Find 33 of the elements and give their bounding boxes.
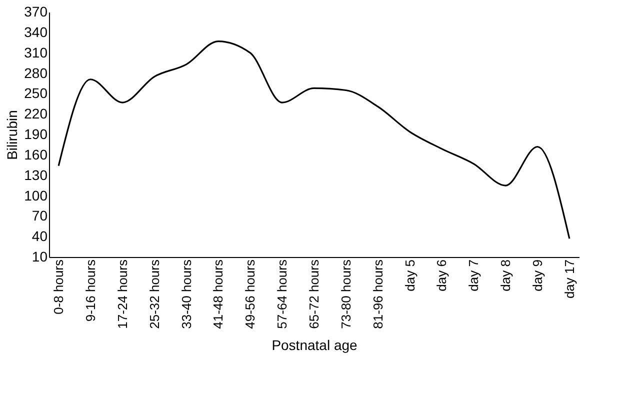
x-tick-label: 57-64 hours	[274, 259, 290, 329]
y-tick-label: 70	[32, 208, 48, 224]
line-series	[58, 40, 570, 240]
y-tick-label: 130	[24, 166, 48, 183]
x-tick-label: day 6	[434, 260, 450, 292]
y-tick-label: 250	[24, 85, 48, 102]
x-tick-label: day 7	[466, 260, 482, 292]
x-tick-label: 33-40 hours	[178, 259, 194, 329]
x-tick-label: 73-80 hours	[338, 259, 354, 329]
y-tick-label: 10	[32, 248, 48, 264]
y-tick-label: 100	[24, 187, 48, 204]
x-tick-label: day 9	[530, 260, 545, 292]
x-tick-label: 17-24 hours	[114, 259, 130, 329]
x-tick-label: 81-96 hours	[370, 259, 386, 329]
y-axis-title: Bilirubin	[4, 110, 20, 160]
y-tick-label: 190	[24, 126, 48, 142]
x-tick-label: 41-48 hours	[210, 259, 226, 329]
y-tick-label: 40	[32, 228, 48, 244]
y-tick-label: 370	[24, 4, 48, 20]
y-tick-label: 220	[24, 106, 48, 122]
x-tick-label: 0-8 hours	[51, 259, 66, 314]
x-tick-label: 65-72 hours	[306, 259, 322, 329]
y-tick-label: 160	[24, 146, 48, 162]
y-tick-label: 280	[24, 64, 48, 81]
x-tick-label: day 5	[402, 260, 418, 292]
x-tick-label: 9-16 hours	[83, 259, 98, 322]
x-axis-title: Postnatal age	[272, 336, 358, 353]
x-tick-label: day 17	[562, 260, 577, 299]
x-tick-label: day 8	[498, 260, 514, 292]
x-tick-label: 49-56 hours	[242, 259, 258, 329]
y-tick-label: 310	[24, 44, 48, 60]
x-tick-label: 25-32 hours	[146, 259, 162, 329]
y-tick-label: 340	[24, 24, 48, 40]
